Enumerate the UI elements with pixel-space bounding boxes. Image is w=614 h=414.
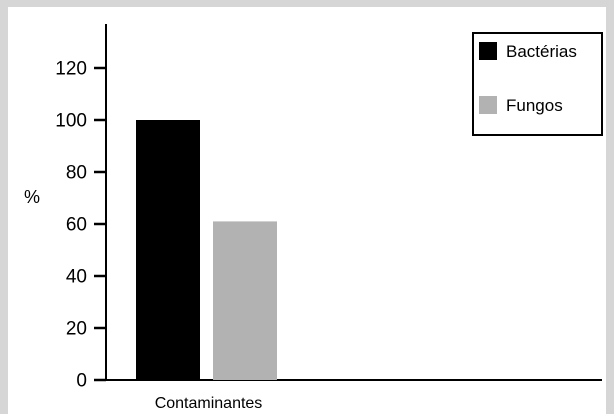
y-tick-label: 100: [55, 111, 87, 132]
legend-swatch: [479, 96, 497, 114]
bar-chart: 0 20 40 60 80 100 120 Contaminantes % Bactéria…: [24, 24, 603, 412]
x-tick-label: Contaminantes: [155, 395, 263, 412]
legend-swatch: [479, 42, 497, 60]
y-tick-label: 20: [66, 319, 87, 340]
y-tick-label: 80: [66, 163, 87, 184]
bar-bactérias: [136, 120, 200, 380]
y-tick-label: 120: [55, 59, 87, 80]
legend-label: Bactérias: [506, 42, 577, 61]
x-axis: Contaminantes: [106, 379, 602, 412]
legend-label: Fungos: [506, 96, 563, 115]
y-tick-label: 40: [66, 267, 87, 288]
bars: [136, 120, 277, 380]
y-tick-label: 60: [66, 215, 87, 236]
chart-frame: 0 20 40 60 80 100 120 Contaminantes % Bactéria…: [8, 7, 606, 414]
y-axis: 0 20 40 60 80 100 120: [55, 24, 107, 392]
y-axis-label: %: [24, 187, 40, 207]
y-tick-label: 0: [76, 371, 87, 392]
legend: Bactérias Fungos: [472, 32, 603, 136]
bar-fungos: [213, 221, 277, 380]
